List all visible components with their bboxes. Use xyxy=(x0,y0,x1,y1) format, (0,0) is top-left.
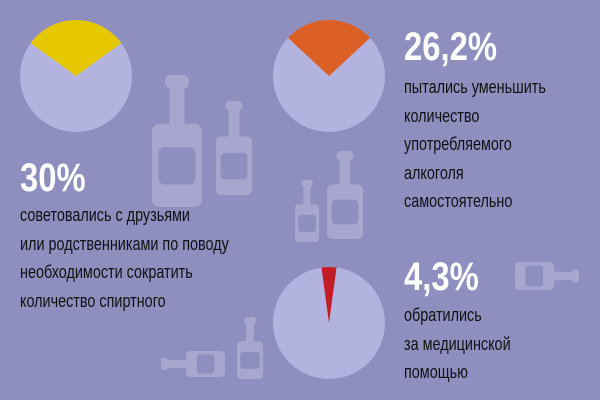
pie-slice xyxy=(321,267,337,323)
description-line: алкоголя xyxy=(404,162,464,183)
bottle-icon xyxy=(327,151,363,239)
bottle-icon xyxy=(515,262,579,290)
description-line: за медицинской xyxy=(404,333,511,354)
bottle-icons xyxy=(152,75,579,379)
pie-slice xyxy=(287,20,371,76)
description-line: употребляемого xyxy=(404,134,512,154)
description-line: самостоятельно xyxy=(404,191,513,211)
description-line: советовались с друзьями xyxy=(20,205,190,225)
description-line: или родственниками по поводу xyxy=(20,233,229,254)
stat-description-3: обратились за медицинской помощью xyxy=(404,301,511,387)
description-line: пытались уменьшить xyxy=(404,77,546,97)
bottle-icon xyxy=(152,75,202,207)
stat-percent-2: 26,2% xyxy=(404,25,498,69)
bottle-icon xyxy=(295,180,319,242)
description-line: необходимости сократить xyxy=(20,262,193,282)
description-line: помощью xyxy=(404,362,468,382)
description-line: количество спиртного xyxy=(20,290,166,311)
bottle-icon xyxy=(237,317,263,379)
bottle-icon xyxy=(216,101,252,195)
stat-description-1: советовались с друзьями или родственника… xyxy=(20,201,229,315)
description-line: обратились xyxy=(404,305,482,325)
pie-slice xyxy=(30,19,122,76)
bottle-icon xyxy=(161,351,225,377)
stat-percent-3: 4,3% xyxy=(404,255,479,299)
description-line: количество xyxy=(404,105,480,126)
stat-description-2: пытались уменьшить количество употребляе… xyxy=(404,73,546,216)
stat-percent-1: 30% xyxy=(20,156,86,200)
